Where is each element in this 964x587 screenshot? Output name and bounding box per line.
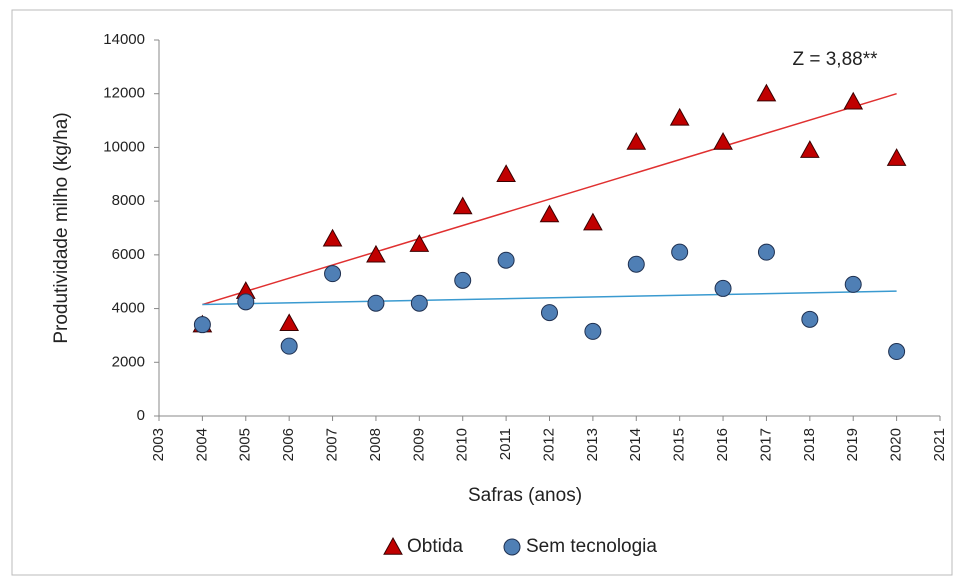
- point: [844, 275, 862, 293]
- x-tick-label: 2016: [714, 428, 731, 461]
- x-axis-label: Safras (anos): [468, 485, 582, 506]
- x-tick-label: 2008: [367, 428, 384, 461]
- x-tick-label: 2012: [540, 428, 557, 461]
- point: [713, 132, 733, 150]
- point: [756, 83, 777, 102]
- y-tick-label: 12000: [103, 85, 145, 102]
- y-tick-label: 8000: [112, 192, 145, 209]
- point: [324, 265, 342, 283]
- legend-marker: [503, 538, 521, 556]
- point: [539, 204, 560, 223]
- point: [843, 91, 864, 110]
- point: [671, 243, 689, 261]
- point: [801, 310, 819, 328]
- point: [409, 234, 430, 252]
- point: [669, 107, 690, 126]
- point: [366, 244, 386, 263]
- x-tick-label: 2003: [150, 428, 167, 461]
- y-axis-label: Produtividade milho (kg/ha): [51, 112, 72, 343]
- legend-marker: [383, 536, 403, 555]
- x-tick-label: 2011: [497, 428, 514, 460]
- point: [280, 337, 298, 355]
- point: [584, 322, 602, 340]
- x-tick-label: 2009: [410, 428, 427, 461]
- point: [757, 243, 775, 261]
- legend-label: Obtida: [407, 536, 463, 557]
- y-tick-label: 6000: [112, 246, 145, 263]
- point: [497, 251, 515, 269]
- trendline: [202, 92, 897, 306]
- x-tick-label: 2021: [931, 428, 948, 461]
- point: [496, 164, 516, 182]
- point: [627, 255, 645, 273]
- x-tick-label: 2006: [280, 428, 297, 461]
- trendline: [202, 290, 897, 306]
- legend-label: Sem tecnologia: [526, 536, 657, 557]
- x-tick-label: 2020: [888, 428, 905, 461]
- point: [583, 212, 603, 231]
- y-tick-label: 0: [137, 407, 145, 424]
- point: [279, 313, 300, 332]
- y-tick-label: 2000: [112, 353, 145, 370]
- point: [626, 132, 647, 150]
- x-tick-label: 2005: [237, 428, 254, 461]
- point: [237, 293, 255, 311]
- point: [410, 294, 428, 312]
- x-tick-label: 2019: [844, 428, 861, 461]
- point: [322, 228, 343, 247]
- y-tick-label: 14000: [103, 31, 145, 48]
- x-tick-label: 2010: [454, 428, 471, 461]
- point: [367, 294, 385, 312]
- y-tick-label: 4000: [112, 300, 145, 317]
- x-tick-label: 2018: [801, 428, 818, 461]
- point: [541, 304, 558, 322]
- point: [193, 316, 211, 334]
- x-tick-label: 2015: [671, 428, 688, 461]
- point: [714, 279, 732, 297]
- x-tick-label: 2007: [324, 428, 341, 461]
- x-tick-label: 2017: [757, 428, 774, 461]
- point: [799, 140, 820, 158]
- point: [888, 343, 906, 361]
- point: [452, 196, 473, 215]
- x-tick-label: 2004: [193, 428, 210, 461]
- x-tick-label: 2013: [584, 428, 601, 461]
- annotation: Z = 3,88**: [792, 49, 878, 70]
- x-tick-label: 2014: [627, 428, 644, 461]
- point: [886, 148, 907, 166]
- y-tick-label: 10000: [103, 138, 145, 155]
- point: [454, 271, 472, 289]
